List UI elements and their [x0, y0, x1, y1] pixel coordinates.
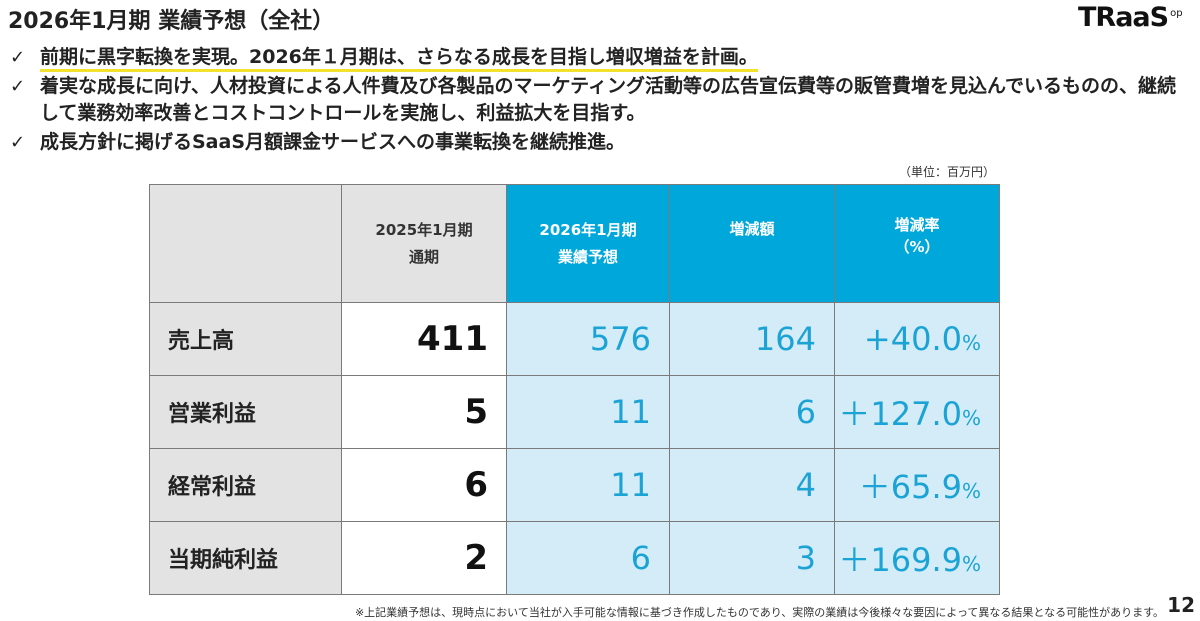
bullet-text: 着実な成長に向け、人材投資による人件費及び各製品のマーケティング活動等の広告宣伝…: [40, 75, 1177, 124]
rate-value: ＋65.9: [858, 468, 962, 506]
page-title: 2026年1月期 業績予想（全社）: [8, 9, 335, 34]
header-change-label: 増減額: [729, 220, 775, 238]
row-label: 経常利益: [149, 448, 342, 522]
rate-cell: ＋169.9%: [834, 521, 1000, 595]
change-value: 164: [669, 302, 835, 376]
prev-value: 411: [341, 302, 507, 376]
rate-unit: %: [961, 406, 981, 430]
table-row: 売上高 411 576 164 +40.0%: [149, 302, 1000, 376]
forecast-value: 11: [506, 375, 670, 449]
bullet-item: ✓ 前期に黒字転換を実現。2026年１月期は、さらなる成長を目指し増収増益を計画…: [8, 44, 1188, 72]
rate-unit: %: [961, 479, 981, 503]
header-fy2025-line2: 通期: [408, 247, 439, 266]
row-label: 当期純利益: [149, 521, 342, 595]
rate-value: +40.0: [863, 320, 962, 358]
row-label: 営業利益: [149, 375, 342, 449]
table-row: 当期純利益 2 6 3 ＋169.9%: [149, 521, 1000, 595]
footnote: ※上記業績予想は、現時点において当社が入手可能な情報に基づき作成したものであり、…: [354, 606, 1164, 619]
header-fy2025: 2025年1月期 通期: [341, 184, 507, 303]
header-fy2026: 2026年1月期 業績予想: [506, 184, 670, 303]
logo-superscript: op: [1170, 8, 1183, 19]
rate-cell: ＋65.9%: [834, 448, 1000, 522]
rate-unit: %: [961, 331, 981, 355]
unit-label: （単位：百万円）: [898, 165, 995, 179]
prev-value: 2: [341, 521, 507, 595]
table-row: 経常利益 6 11 4 ＋65.9%: [149, 448, 1000, 522]
forecast-value: 11: [506, 448, 670, 522]
row-label: 売上高: [149, 302, 342, 376]
table-header-row: 2025年1月期 通期 2026年1月期 業績予想 増減額 増減率 （%）: [149, 184, 1000, 303]
header-rate: 増減率 （%）: [834, 184, 1000, 303]
change-value: 6: [669, 375, 835, 449]
bullet-item: ✓ 着実な成長に向け、人材投資による人件費及び各製品のマーケティング活動等の広告…: [8, 73, 1188, 127]
bullet-text: 成長方針に掲げるSaaS月額課金サービスへの事業転換を継続推進。: [40, 131, 626, 153]
prev-value: 5: [341, 375, 507, 449]
bullet-list: ✓ 前期に黒字転換を実現。2026年１月期は、さらなる成長を目指し増収増益を計画…: [8, 44, 1188, 156]
bullet-text: 前期に黒字転換を実現。2026年１月期は、さらなる成長を目指し増収増益を計画。: [40, 46, 758, 72]
rate-cell: ＋127.0%: [834, 375, 1000, 449]
checkmark-icon: ✓: [10, 132, 26, 153]
header-rate-line1: 増減率: [894, 215, 940, 234]
table-row: 営業利益 5 11 6 ＋127.0%: [149, 375, 1000, 449]
header-rate-line2: （%）: [894, 237, 940, 256]
header-corner: [149, 184, 342, 303]
company-logo: TRaaS op: [1078, 2, 1183, 33]
header-change: 増減額: [669, 184, 835, 303]
rate-value: ＋169.9: [838, 541, 962, 579]
bullet-item: ✓ 成長方針に掲げるSaaS月額課金サービスへの事業転換を継続推進。: [8, 129, 1188, 156]
prev-value: 6: [341, 448, 507, 522]
header-fy2025-line1: 2025年1月期: [375, 220, 473, 239]
forecast-value: 6: [506, 521, 670, 595]
forecast-table: 2025年1月期 通期 2026年1月期 業績予想 増減額 増減率 （%） 売上…: [149, 184, 1000, 595]
checkmark-icon: ✓: [10, 47, 26, 68]
checkmark-icon: ✓: [10, 76, 26, 97]
rate-cell: +40.0%: [834, 302, 1000, 376]
page-number: 12: [1167, 593, 1195, 617]
change-value: 3: [669, 521, 835, 595]
header-fy2026-line1: 2026年1月期: [539, 220, 637, 239]
header-fy2026-line2: 業績予想: [557, 247, 618, 266]
rate-value: ＋127.0: [838, 395, 962, 433]
logo-text: TRaaS: [1078, 2, 1169, 33]
change-value: 4: [669, 448, 835, 522]
rate-unit: %: [961, 552, 981, 576]
forecast-value: 576: [506, 302, 670, 376]
